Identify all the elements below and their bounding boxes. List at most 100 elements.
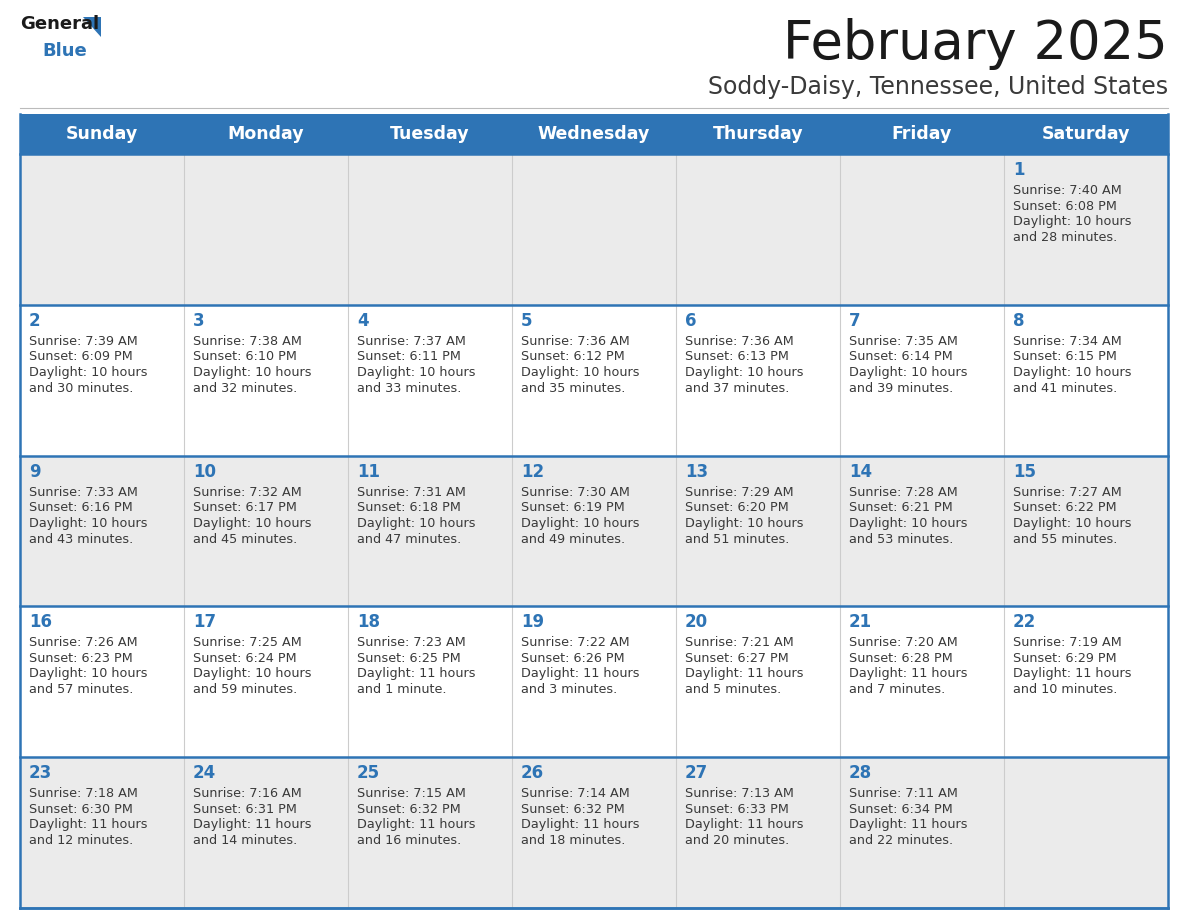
Text: Sunset: 6:27 PM: Sunset: 6:27 PM (685, 652, 789, 665)
Text: Sunset: 6:23 PM: Sunset: 6:23 PM (29, 652, 133, 665)
Text: 3: 3 (192, 312, 204, 330)
Text: Sunrise: 7:15 AM: Sunrise: 7:15 AM (358, 788, 466, 800)
Text: Sunset: 6:21 PM: Sunset: 6:21 PM (849, 501, 953, 514)
Text: Daylight: 11 hours
and 20 minutes.: Daylight: 11 hours and 20 minutes. (685, 818, 803, 847)
Text: Sunset: 6:13 PM: Sunset: 6:13 PM (685, 351, 789, 364)
Text: Daylight: 11 hours
and 12 minutes.: Daylight: 11 hours and 12 minutes. (29, 818, 147, 847)
Text: Sunrise: 7:14 AM: Sunrise: 7:14 AM (522, 788, 630, 800)
Text: 13: 13 (685, 463, 708, 481)
Polygon shape (83, 17, 101, 37)
Text: Sunrise: 7:23 AM: Sunrise: 7:23 AM (358, 636, 466, 649)
Text: Tuesday: Tuesday (390, 125, 469, 143)
Text: General: General (20, 15, 99, 33)
Text: Daylight: 11 hours
and 7 minutes.: Daylight: 11 hours and 7 minutes. (849, 667, 967, 697)
Text: Sunset: 6:12 PM: Sunset: 6:12 PM (522, 351, 625, 364)
Text: Sunrise: 7:31 AM: Sunrise: 7:31 AM (358, 486, 466, 498)
Text: Sunday: Sunday (65, 125, 138, 143)
Text: Sunrise: 7:21 AM: Sunrise: 7:21 AM (685, 636, 794, 649)
Text: 20: 20 (685, 613, 708, 632)
Text: Sunset: 6:25 PM: Sunset: 6:25 PM (358, 652, 461, 665)
Text: 10: 10 (192, 463, 216, 481)
Text: Daylight: 10 hours
and 55 minutes.: Daylight: 10 hours and 55 minutes. (1013, 517, 1131, 545)
Text: 11: 11 (358, 463, 380, 481)
Text: 1: 1 (1013, 161, 1024, 179)
Text: 25: 25 (358, 764, 380, 782)
Text: Friday: Friday (892, 125, 953, 143)
Text: Daylight: 11 hours
and 14 minutes.: Daylight: 11 hours and 14 minutes. (192, 818, 311, 847)
Text: Daylight: 10 hours
and 39 minutes.: Daylight: 10 hours and 39 minutes. (849, 365, 967, 395)
Text: Daylight: 11 hours
and 1 minute.: Daylight: 11 hours and 1 minute. (358, 667, 475, 697)
Bar (20, 455, 1168, 607)
Text: 24: 24 (192, 764, 216, 782)
Text: Daylight: 10 hours
and 51 minutes.: Daylight: 10 hours and 51 minutes. (685, 517, 803, 545)
Text: Sunset: 6:09 PM: Sunset: 6:09 PM (29, 351, 133, 364)
Text: 15: 15 (1013, 463, 1036, 481)
Text: Sunrise: 7:26 AM: Sunrise: 7:26 AM (29, 636, 138, 649)
Text: Daylight: 10 hours
and 53 minutes.: Daylight: 10 hours and 53 minutes. (849, 517, 967, 545)
Text: 8: 8 (1013, 312, 1024, 330)
Text: Sunrise: 7:25 AM: Sunrise: 7:25 AM (192, 636, 302, 649)
Text: Sunrise: 7:35 AM: Sunrise: 7:35 AM (849, 335, 958, 348)
Text: Sunrise: 7:27 AM: Sunrise: 7:27 AM (1013, 486, 1121, 498)
Text: Monday: Monday (228, 125, 304, 143)
Text: Sunrise: 7:34 AM: Sunrise: 7:34 AM (1013, 335, 1121, 348)
Text: Daylight: 11 hours
and 5 minutes.: Daylight: 11 hours and 5 minutes. (685, 667, 803, 697)
Text: Daylight: 10 hours
and 32 minutes.: Daylight: 10 hours and 32 minutes. (192, 365, 311, 395)
Text: 2: 2 (29, 312, 40, 330)
Text: Sunrise: 7:36 AM: Sunrise: 7:36 AM (685, 335, 794, 348)
Text: Sunrise: 7:32 AM: Sunrise: 7:32 AM (192, 486, 302, 498)
Text: Sunset: 6:32 PM: Sunset: 6:32 PM (522, 802, 625, 816)
Text: Daylight: 11 hours
and 16 minutes.: Daylight: 11 hours and 16 minutes. (358, 818, 475, 847)
Text: 14: 14 (849, 463, 872, 481)
Text: Wednesday: Wednesday (538, 125, 650, 143)
Text: Sunset: 6:34 PM: Sunset: 6:34 PM (849, 802, 953, 816)
Text: Sunset: 6:24 PM: Sunset: 6:24 PM (192, 652, 297, 665)
Text: Sunset: 6:29 PM: Sunset: 6:29 PM (1013, 652, 1117, 665)
Text: 22: 22 (1013, 613, 1036, 632)
Text: Sunset: 6:22 PM: Sunset: 6:22 PM (1013, 501, 1117, 514)
Text: Sunset: 6:08 PM: Sunset: 6:08 PM (1013, 199, 1117, 212)
Text: Daylight: 10 hours
and 47 minutes.: Daylight: 10 hours and 47 minutes. (358, 517, 475, 545)
Text: 12: 12 (522, 463, 544, 481)
Text: Sunrise: 7:33 AM: Sunrise: 7:33 AM (29, 486, 138, 498)
Bar (20, 757, 1168, 908)
Text: 7: 7 (849, 312, 860, 330)
Text: Sunrise: 7:18 AM: Sunrise: 7:18 AM (29, 788, 138, 800)
Text: Daylight: 10 hours
and 43 minutes.: Daylight: 10 hours and 43 minutes. (29, 517, 147, 545)
Text: Sunset: 6:28 PM: Sunset: 6:28 PM (849, 652, 953, 665)
Text: 16: 16 (29, 613, 52, 632)
Text: Daylight: 10 hours
and 59 minutes.: Daylight: 10 hours and 59 minutes. (192, 667, 311, 697)
Text: Daylight: 11 hours
and 3 minutes.: Daylight: 11 hours and 3 minutes. (522, 667, 639, 697)
Text: 4: 4 (358, 312, 368, 330)
Text: 6: 6 (685, 312, 696, 330)
Text: Daylight: 10 hours
and 49 minutes.: Daylight: 10 hours and 49 minutes. (522, 517, 639, 545)
Text: Daylight: 10 hours
and 28 minutes.: Daylight: 10 hours and 28 minutes. (1013, 215, 1131, 244)
Text: Daylight: 10 hours
and 33 minutes.: Daylight: 10 hours and 33 minutes. (358, 365, 475, 395)
Text: Soddy-Daisy, Tennessee, United States: Soddy-Daisy, Tennessee, United States (708, 75, 1168, 99)
Text: Thursday: Thursday (713, 125, 803, 143)
Text: Sunset: 6:15 PM: Sunset: 6:15 PM (1013, 351, 1117, 364)
Text: Daylight: 11 hours
and 18 minutes.: Daylight: 11 hours and 18 minutes. (522, 818, 639, 847)
Text: Sunset: 6:14 PM: Sunset: 6:14 PM (849, 351, 953, 364)
Text: Daylight: 11 hours
and 22 minutes.: Daylight: 11 hours and 22 minutes. (849, 818, 967, 847)
Text: Sunset: 6:19 PM: Sunset: 6:19 PM (522, 501, 625, 514)
Text: Sunrise: 7:20 AM: Sunrise: 7:20 AM (849, 636, 958, 649)
Text: Daylight: 11 hours
and 10 minutes.: Daylight: 11 hours and 10 minutes. (1013, 667, 1131, 697)
Bar (20, 114, 1168, 154)
Text: Sunrise: 7:40 AM: Sunrise: 7:40 AM (1013, 184, 1121, 197)
Text: Sunrise: 7:29 AM: Sunrise: 7:29 AM (685, 486, 794, 498)
Text: Sunrise: 7:37 AM: Sunrise: 7:37 AM (358, 335, 466, 348)
Text: 5: 5 (522, 312, 532, 330)
Text: 26: 26 (522, 764, 544, 782)
Text: February 2025: February 2025 (783, 18, 1168, 70)
Text: Sunrise: 7:13 AM: Sunrise: 7:13 AM (685, 788, 794, 800)
Text: Sunrise: 7:38 AM: Sunrise: 7:38 AM (192, 335, 302, 348)
Text: Sunset: 6:33 PM: Sunset: 6:33 PM (685, 802, 789, 816)
Text: 21: 21 (849, 613, 872, 632)
Text: 9: 9 (29, 463, 40, 481)
Text: Sunset: 6:10 PM: Sunset: 6:10 PM (192, 351, 297, 364)
Text: Daylight: 10 hours
and 45 minutes.: Daylight: 10 hours and 45 minutes. (192, 517, 311, 545)
Text: Sunrise: 7:30 AM: Sunrise: 7:30 AM (522, 486, 630, 498)
Text: Sunrise: 7:16 AM: Sunrise: 7:16 AM (192, 788, 302, 800)
Text: Blue: Blue (42, 42, 87, 60)
